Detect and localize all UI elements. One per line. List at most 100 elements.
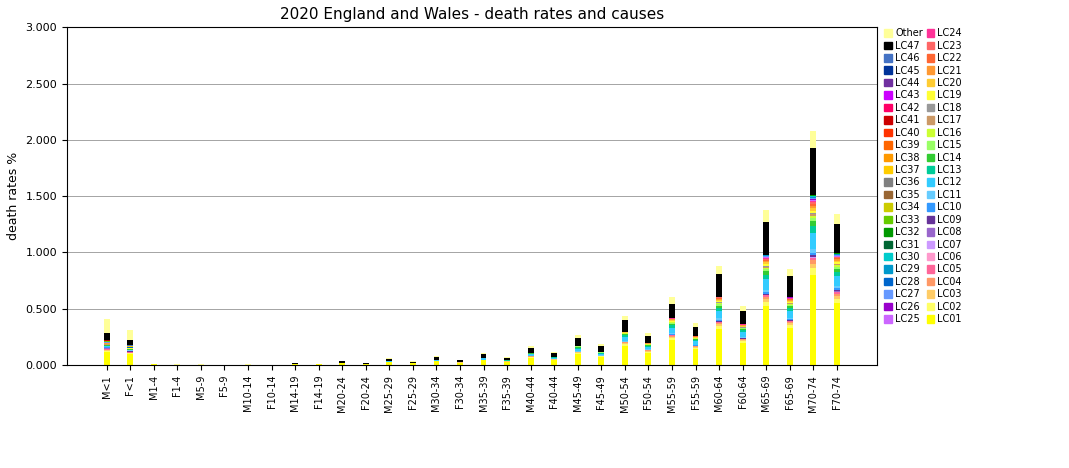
Bar [716,311,722,318]
Bar [810,201,817,202]
Bar [481,353,486,354]
Bar [787,305,793,306]
Bar [740,341,745,343]
Bar [763,295,769,297]
Bar [716,306,722,308]
Bar [763,264,769,266]
Bar [716,321,722,322]
Bar [716,322,722,323]
Bar [716,300,722,301]
Bar [669,340,675,365]
Bar [810,208,817,211]
Bar [669,322,675,323]
Bar [716,324,722,326]
Bar [434,360,439,361]
Bar [787,303,793,304]
Bar [104,333,110,340]
Bar [810,269,817,275]
Bar [575,349,580,351]
Bar [787,304,793,305]
Bar [104,346,110,347]
Bar [763,299,769,302]
Bar [810,196,817,197]
Bar [292,364,298,365]
Bar [740,343,745,365]
Bar [810,204,817,206]
Bar [834,267,840,269]
Bar [669,338,675,340]
Bar [622,341,628,342]
Bar [693,341,698,344]
Bar [127,340,134,345]
Bar [834,272,840,276]
Bar [622,346,628,365]
Bar [669,304,675,318]
Bar [458,363,463,365]
Bar [834,269,840,272]
Bar [810,148,817,195]
Bar [810,218,817,221]
Bar [834,303,840,365]
Bar [787,276,793,297]
Bar [693,344,698,345]
Bar [787,320,793,321]
Bar [810,214,817,216]
Bar [622,344,628,346]
Bar [599,354,604,355]
Bar [810,206,817,208]
Bar [810,249,817,253]
Bar [104,350,110,351]
Bar [693,348,698,349]
Bar [646,333,651,336]
Bar [669,325,675,328]
Bar [763,302,769,307]
Bar [669,323,675,324]
Bar [763,260,769,261]
Bar [505,362,510,365]
Bar [575,347,580,348]
Bar [434,361,439,365]
Bar [552,360,557,365]
Bar [834,276,840,286]
Bar [810,211,817,213]
Bar [716,326,722,329]
Bar [693,349,698,365]
Bar [787,300,793,301]
Bar [693,339,698,340]
Legend: Other, LC47, LC46, LC45, LC44, LC43, LC42, LC41, LC40, LC39, LC38, LC37, LC36, L: Other, LC47, LC46, LC45, LC44, LC43, LC4… [882,25,965,327]
Bar [528,357,533,358]
Bar [740,307,745,311]
Bar [834,257,840,258]
Bar [386,358,392,359]
Bar [693,327,698,336]
Bar [646,349,651,350]
Bar [787,308,793,311]
Bar [787,322,793,323]
Bar [810,233,817,249]
Bar [810,202,817,204]
Bar [104,351,110,365]
Bar [362,364,369,365]
Bar [834,259,840,261]
Bar [127,350,134,351]
Bar [810,257,817,258]
Bar [104,347,110,348]
Bar [763,269,769,271]
Bar [409,363,416,365]
Bar [763,290,769,292]
Bar [575,338,580,346]
Bar [787,323,793,325]
Bar [810,260,817,263]
Bar [622,334,628,336]
Bar [575,348,580,349]
Bar [528,354,533,356]
Bar [716,323,722,324]
Bar [834,292,840,293]
Bar [599,357,604,365]
Bar [434,356,439,357]
Bar [552,358,557,359]
Bar [834,290,840,291]
Bar [740,325,745,326]
Bar [787,325,793,328]
Bar [104,319,110,333]
